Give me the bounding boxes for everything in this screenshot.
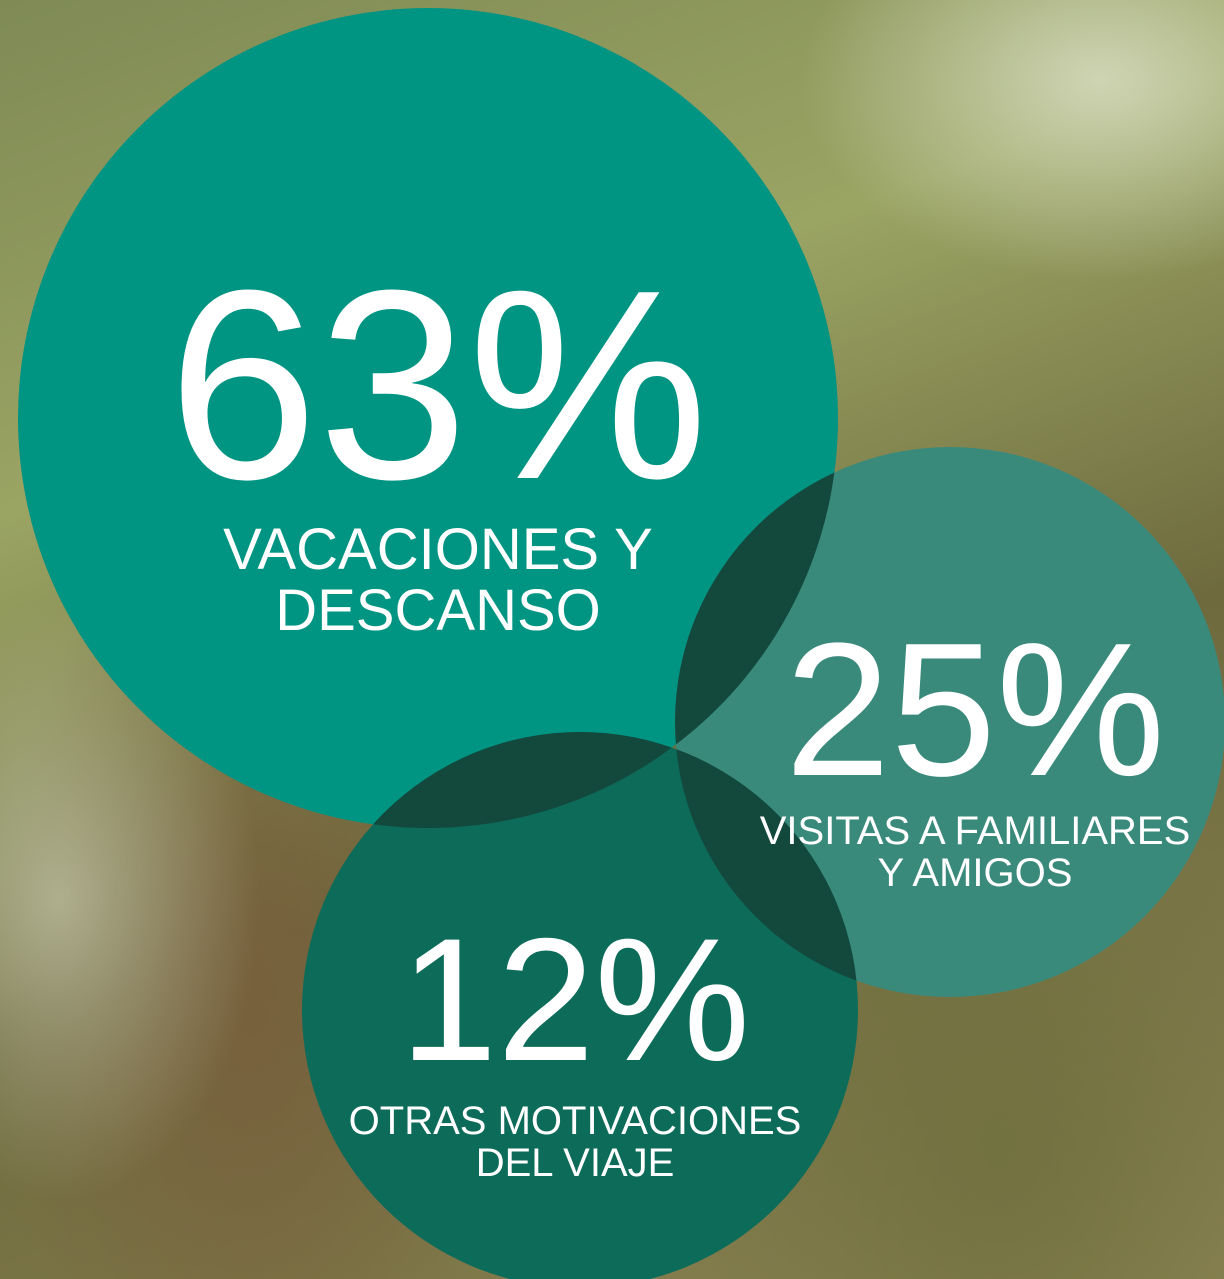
bubble xyxy=(18,8,838,828)
category-label: VISITAS A FAMILIARES Y AMIGOS xyxy=(759,809,1191,895)
overlap xyxy=(675,732,858,997)
overlap-group xyxy=(675,732,858,997)
value-label: 12% xyxy=(400,903,750,1098)
category-label: OTRAS MOTIVACIONES DEL VIAJE xyxy=(348,1099,802,1185)
value-label: 25% xyxy=(785,604,1165,816)
value-label: 63% xyxy=(168,235,708,536)
category-label: VACACIONES Y DESCANSO xyxy=(223,517,653,643)
